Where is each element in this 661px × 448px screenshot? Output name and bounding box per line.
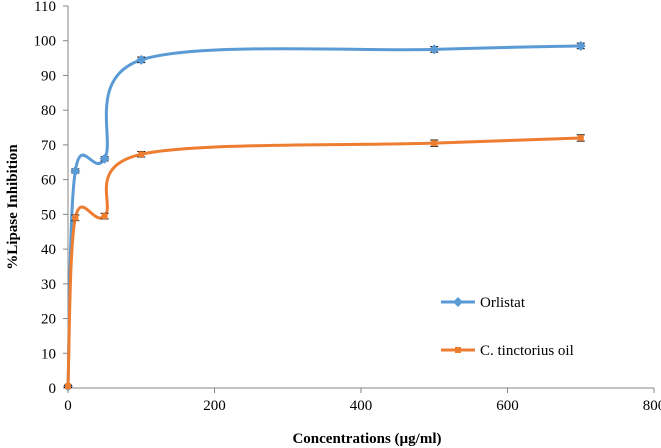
data-point [70, 165, 81, 176]
y-tick-label: 20 [41, 312, 56, 328]
y-tick-label: 110 [34, 0, 56, 15]
data-point [99, 153, 110, 164]
x-tick-label: 800 [643, 398, 661, 414]
y-tick-label: 100 [34, 34, 57, 50]
y-tick-label: 70 [41, 138, 56, 154]
x-ticks: 0 200 400 600 800 [64, 388, 661, 414]
data-point [138, 151, 145, 158]
y-tick-label: 80 [41, 103, 56, 119]
data-point [431, 140, 438, 147]
series-line [66, 136, 581, 387]
y-ticks: 0 10 20 30 40 50 60 70 80 90 100 110 [34, 0, 68, 397]
series-c-tinctorius-oil [64, 134, 585, 390]
x-tick-label: 200 [203, 398, 226, 414]
y-tick-label: 10 [41, 346, 56, 362]
data-point [575, 40, 586, 51]
y-axis-title: %Lipase Inhibition [5, 144, 21, 270]
legend-item: Orlistat [441, 295, 526, 311]
x-tick-label: 400 [350, 398, 373, 414]
data-point [577, 134, 584, 141]
legend-item: C. tinctorius oil [441, 343, 574, 359]
x-tick-label: 600 [496, 398, 519, 414]
legend-marker [453, 297, 463, 307]
y-tick-label: 0 [49, 381, 57, 397]
series-layer [63, 40, 586, 392]
x-tick-label: 0 [64, 398, 72, 414]
data-point [429, 44, 440, 55]
y-tick-label: 30 [41, 277, 56, 293]
series-line [66, 44, 581, 387]
y-tick-label: 60 [41, 173, 56, 189]
legend: Orlistat C. tinctorius oil [441, 295, 574, 359]
series-orlistat [63, 40, 586, 392]
axes [67, 6, 654, 389]
y-tick-label: 90 [41, 68, 56, 84]
data-point [136, 54, 147, 65]
y-tick-label: 50 [41, 207, 56, 223]
legend-label: Orlistat [480, 295, 526, 311]
data-point [72, 214, 79, 221]
y-tick-label: 40 [41, 242, 56, 258]
legend-marker [455, 347, 461, 353]
data-point [101, 213, 108, 220]
legend-label: C. tinctorius oil [480, 343, 574, 359]
data-point [65, 383, 71, 390]
x-axis-title: Concentrations (µg/ml) [292, 431, 441, 447]
